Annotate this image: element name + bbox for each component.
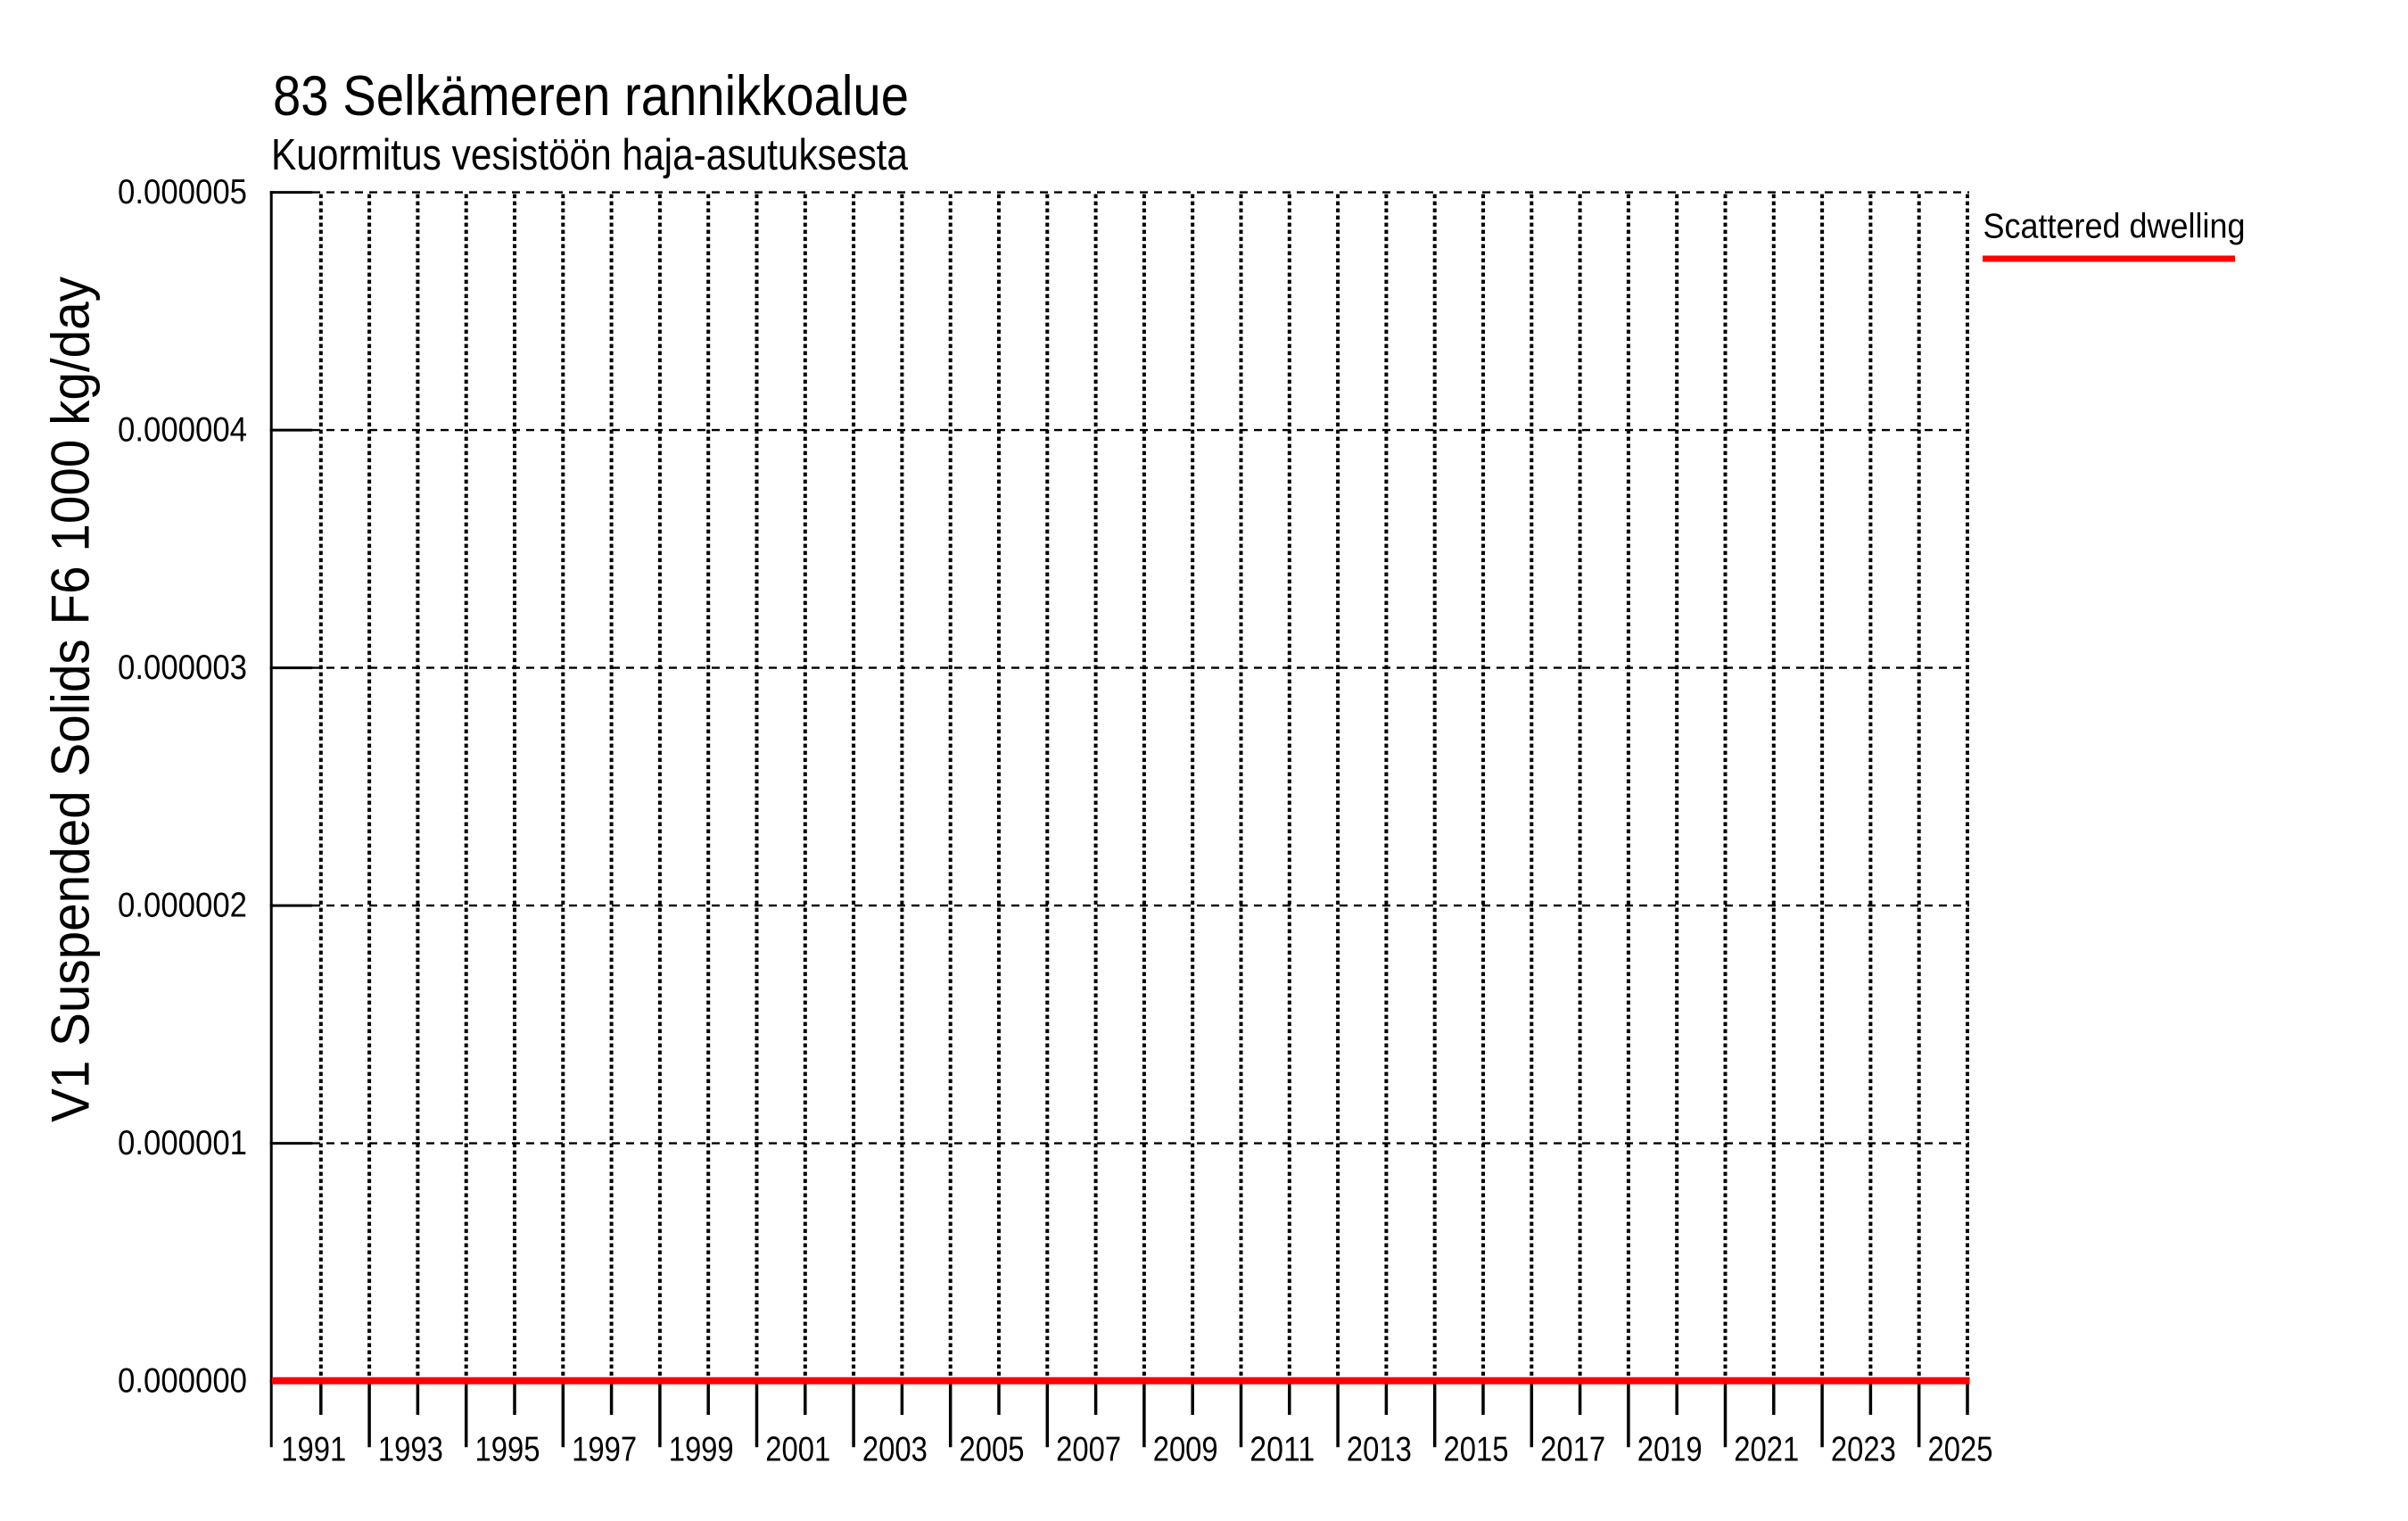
svg-text:1993: 1993	[378, 1431, 443, 1469]
svg-text:1995: 1995	[475, 1431, 540, 1469]
svg-text:2011: 2011	[1249, 1431, 1315, 1469]
svg-text:2013: 2013	[1347, 1431, 1412, 1469]
svg-text:Kuormitus vesistöön haja-asutu: Kuormitus vesistöön haja-asutuksesta	[271, 130, 908, 179]
svg-text:2001: 2001	[765, 1431, 830, 1469]
svg-text:2023: 2023	[1831, 1431, 1896, 1469]
svg-text:V1 Suspended Solids F6 1000 kg: V1 Suspended Solids F6 1000 kg/day	[39, 276, 100, 1122]
svg-text:2021: 2021	[1734, 1431, 1799, 1469]
svg-text:2007: 2007	[1056, 1431, 1121, 1469]
svg-text:2009: 2009	[1153, 1431, 1218, 1469]
svg-text:0.000002: 0.000002	[118, 887, 247, 925]
svg-text:1997: 1997	[572, 1431, 637, 1469]
svg-text:2019: 2019	[1637, 1431, 1703, 1469]
svg-text:2017: 2017	[1540, 1431, 1605, 1469]
svg-text:0.000000: 0.000000	[118, 1362, 247, 1401]
svg-text:0.000005: 0.000005	[118, 173, 247, 211]
svg-text:1999: 1999	[669, 1431, 734, 1469]
svg-text:0.000001: 0.000001	[118, 1124, 247, 1162]
svg-text:2005: 2005	[960, 1431, 1025, 1469]
svg-text:Scattered dwelling: Scattered dwelling	[1983, 208, 2246, 246]
svg-text:83 Selkämeren rannikkoalue: 83 Selkämeren rannikkoalue	[273, 65, 909, 128]
svg-text:1991: 1991	[281, 1431, 346, 1469]
svg-text:0.000004: 0.000004	[118, 411, 247, 450]
svg-text:2003: 2003	[862, 1431, 928, 1469]
svg-text:0.000003: 0.000003	[118, 649, 247, 687]
svg-text:2025: 2025	[1928, 1431, 1993, 1469]
svg-text:2015: 2015	[1444, 1431, 1509, 1469]
